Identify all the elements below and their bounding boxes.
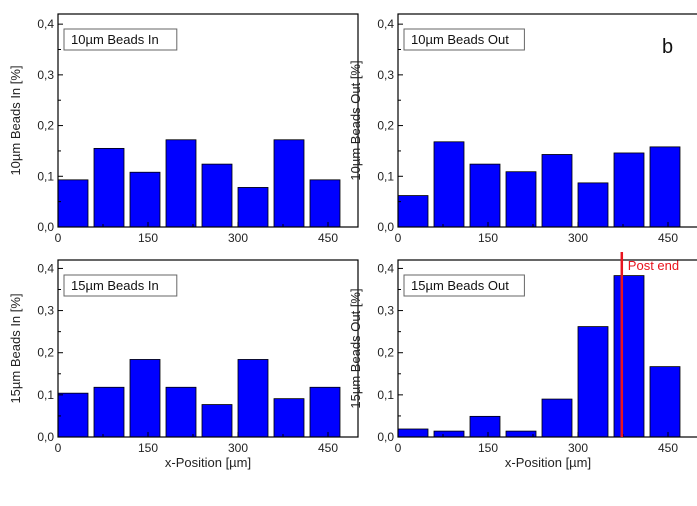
bar (129, 359, 161, 438)
panel-title-text: 15µm Beads In (71, 278, 159, 293)
x-tick-label: 0 (395, 441, 402, 455)
bar (397, 428, 429, 438)
y-tick-label: 0,3 (37, 68, 54, 82)
x-tick-label: 300 (568, 441, 588, 455)
y-tick-label: 0,4 (37, 261, 54, 275)
y-tick-label: 0,1 (377, 388, 394, 402)
x-tick-label: 150 (478, 441, 498, 455)
bar (541, 398, 573, 438)
y-tick-label: 0,2 (377, 119, 394, 133)
plot-frame (397, 259, 697, 438)
bar (165, 139, 197, 228)
x-tick-label: 0 (395, 231, 402, 245)
x-tick-label: 450 (658, 441, 678, 455)
y-tick-label: 0,1 (37, 169, 54, 183)
bar (577, 182, 609, 228)
y-tick-label: 0,4 (37, 17, 54, 31)
x-axis-label: x-Position [µm] (505, 455, 591, 470)
y-tick-label: 0,4 (377, 261, 394, 275)
panel-title-10um-out: 10µm Beads Out (403, 28, 525, 51)
panel-title-box (403, 28, 525, 51)
bar (433, 141, 465, 228)
plot-frame (57, 259, 359, 438)
panel-title-15um-in: 15µm Beads In (63, 274, 178, 297)
x-tick-label: 300 (568, 231, 588, 245)
bar (541, 154, 573, 228)
panel-title-text: 10µm Beads In (71, 32, 159, 47)
bar (309, 179, 341, 228)
bar (57, 179, 89, 228)
y-tick-label: 0,0 (377, 430, 394, 444)
panel-letter: b (662, 36, 673, 58)
y-tick-label: 0,0 (37, 430, 54, 444)
bar (93, 386, 125, 438)
x-tick-label: 450 (658, 231, 678, 245)
bar (237, 359, 269, 438)
panel-title-15um-out: 15µm Beads Out (403, 274, 525, 297)
panel-title-box (403, 274, 525, 297)
panel-15um-out: 0,0 0,1 0,2 0,3 0,4 0 150 300 450 15µm Beads Out 1… (348, 252, 697, 470)
x-tick-label: 450 (318, 231, 338, 245)
bar (273, 398, 305, 438)
y-axis-label: 15µm Beads In [%] (8, 293, 23, 403)
panel-title-text: 10µm Beads Out (411, 32, 509, 47)
y-tick-label: 0,4 (377, 17, 394, 31)
bar (273, 139, 305, 228)
bar (201, 163, 233, 228)
panel-10um-out: 0,0 0,1 0,2 0,3 0,4 0 150 300 450 10µm Beads Out 1… (348, 13, 697, 245)
panel-title-box (63, 28, 178, 51)
bar (469, 163, 501, 228)
plot-frame (397, 13, 697, 228)
bar (201, 404, 233, 438)
y-tick-label: 0,1 (377, 169, 394, 183)
post-end-label: Post end (628, 258, 679, 273)
y-tick-label: 0,1 (37, 388, 54, 402)
y-tick-label: 0,3 (377, 304, 394, 318)
x-tick-label: 150 (138, 441, 158, 455)
x-tick-label: 300 (228, 231, 248, 245)
bar (129, 171, 161, 228)
y-tick-label: 0,0 (37, 220, 54, 234)
x-tick-label: 0 (55, 231, 62, 245)
panel-title-10um-in: 10µm Beads In (63, 28, 178, 51)
bar (649, 366, 681, 438)
bar (505, 430, 537, 438)
bar (649, 146, 681, 228)
bar (469, 415, 501, 438)
bar (613, 152, 645, 228)
y-axis-label: 10µm Beads Out [%] (348, 60, 363, 180)
x-tick-label: 450 (318, 441, 338, 455)
y-tick-label: 0,0 (377, 220, 394, 234)
panel-title-text: 15µm Beads Out (411, 278, 509, 293)
y-axis-label: 15µm Beads Out [%] (348, 288, 363, 408)
y-tick-label: 0,3 (37, 304, 54, 318)
bar (433, 430, 465, 438)
bar (93, 147, 125, 228)
x-tick-label: 300 (228, 441, 248, 455)
bar (397, 195, 429, 228)
x-axis-label: x-Position [µm] (165, 455, 251, 470)
panel-10um-in: 0,0 0,1 0,2 0,3 0,4 0 150 300 450 10µm Beads In 10… (8, 13, 359, 245)
y-tick-label: 0,3 (377, 68, 394, 82)
bar (237, 187, 269, 228)
panel-15um-in: 0,0 0,1 0,2 0,3 0,4 0 150 300 450 15µm Beads In 15… (8, 259, 359, 470)
plot-frame (57, 13, 359, 228)
bar (165, 386, 197, 438)
bar (577, 326, 609, 438)
x-tick-label: 0 (55, 441, 62, 455)
bar (57, 392, 89, 438)
bar (309, 386, 341, 438)
bar (505, 171, 537, 228)
y-tick-label: 0,2 (37, 346, 54, 360)
y-tick-label: 0,2 (37, 119, 54, 133)
bar (613, 275, 645, 438)
x-tick-label: 150 (478, 231, 498, 245)
panel-title-box (63, 274, 178, 297)
y-tick-label: 0,2 (377, 346, 394, 360)
y-axis-label: 10µm Beads In [%] (8, 65, 23, 175)
x-tick-label: 150 (138, 231, 158, 245)
